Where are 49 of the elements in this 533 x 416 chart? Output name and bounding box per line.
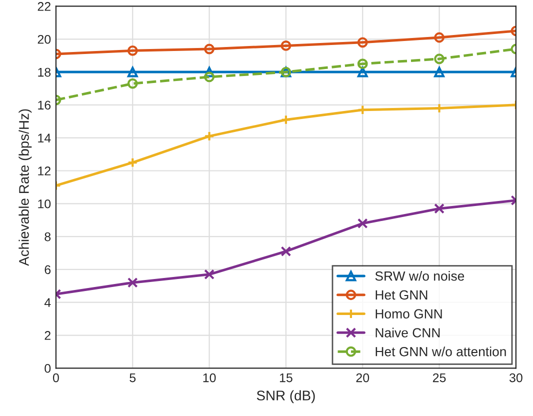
point xyxy=(434,32,444,43)
x-tick-label: 0 xyxy=(52,373,59,382)
x-axis-title: SNR (dB) xyxy=(256,390,315,404)
y-axis-title: Achievable Rate (bps/Hz) xyxy=(18,109,32,266)
x-tick-label: 25 xyxy=(432,373,446,382)
point xyxy=(204,130,215,142)
point xyxy=(434,66,444,78)
point xyxy=(357,218,368,229)
point xyxy=(127,45,138,56)
legend-label: Het GNN xyxy=(376,290,428,300)
point xyxy=(204,44,215,54)
point xyxy=(434,54,444,64)
y-tick-label: 14 xyxy=(38,134,51,142)
y-tick-label: 18 xyxy=(38,68,51,77)
x-tick-label: 10 xyxy=(203,373,216,382)
x-tick-label: 20 xyxy=(356,373,370,382)
y-tick-label: 10 xyxy=(38,199,51,208)
y-tick-label: 16 xyxy=(38,100,51,110)
x-tick-label: 15 xyxy=(280,373,292,382)
point xyxy=(434,203,444,214)
y-tick-label: 2 xyxy=(44,331,50,340)
y-tick-label: 6 xyxy=(44,265,51,274)
point xyxy=(127,157,138,168)
legend-label: Het GNN w/o attention xyxy=(376,346,506,356)
legend-label: SRW w/o noise xyxy=(375,271,464,281)
point xyxy=(280,114,292,125)
x-tick-label: 30 xyxy=(509,373,522,382)
y-tick-label: 22 xyxy=(38,2,50,11)
x-tick-label: 5 xyxy=(130,373,136,382)
y-tick-label: 12 xyxy=(38,166,50,176)
y-tick-label: 4 xyxy=(44,298,51,307)
point xyxy=(357,58,368,70)
point xyxy=(280,40,292,51)
y-tick-label: 8 xyxy=(44,232,51,242)
point xyxy=(204,269,215,280)
point xyxy=(434,103,444,114)
point xyxy=(357,104,368,116)
y-tick-label: 0 xyxy=(44,364,51,373)
legend-label: Homo GNN xyxy=(376,309,442,319)
legend-label: Naive CNN xyxy=(376,328,440,338)
point xyxy=(357,66,368,78)
point xyxy=(127,277,138,288)
point xyxy=(280,246,292,257)
point xyxy=(204,66,215,78)
point xyxy=(357,37,368,48)
y-tick-label: 20 xyxy=(38,34,51,44)
point xyxy=(127,66,138,78)
point xyxy=(204,72,215,82)
point xyxy=(127,78,138,89)
